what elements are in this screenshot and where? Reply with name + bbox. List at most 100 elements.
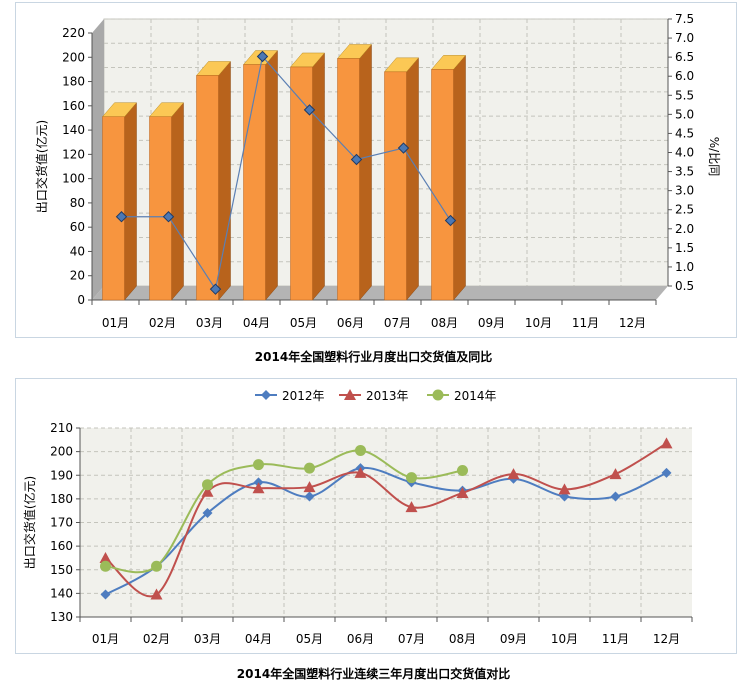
chart2-point-0 [610, 491, 621, 502]
chart1-x-tick-label: 09月 [478, 316, 505, 330]
chart1-bar [290, 66, 313, 301]
chart1-x-tick-label: 11月 [572, 316, 599, 330]
chart2-legend-label: 2012年 [282, 389, 325, 403]
chart1-y-tick-label: 60 [70, 220, 85, 234]
chart1-bar [149, 116, 172, 301]
chart2-x-tick-label: 12月 [653, 632, 680, 646]
chart2-y-tick-label: 160 [50, 539, 73, 553]
chart2-point-2 [100, 560, 111, 572]
chart1-yoy-point [115, 211, 128, 223]
chart2-x-tick-label: 07月 [398, 632, 425, 646]
chart1-yoy-point [397, 142, 410, 154]
chart2-y-tick-label: 200 [50, 445, 73, 459]
chart1-bar [384, 71, 407, 301]
chart1-yoy-point [162, 211, 175, 223]
chart1-y2-tick-label: 5.0 [675, 107, 694, 121]
chart2-point-2 [355, 444, 366, 456]
chart2-point-1 [303, 481, 316, 493]
chart2-point-0 [661, 467, 672, 478]
chart2-point-0 [100, 589, 111, 600]
chart1-x-tick-label: 06月 [337, 316, 364, 330]
chart2-x-tick-label: 04月 [245, 632, 272, 646]
chart2-title: 2014年全国塑料行业连续三年月度出口交货值对比 [236, 667, 511, 681]
chart2-point-1 [507, 468, 520, 480]
chart2-x-tick-label: 06月 [347, 632, 374, 646]
chart2-series-line-2 [105, 449, 463, 574]
chart1-y-tick-label: 180 [62, 75, 85, 89]
chart1-y2-axis-title: %/比同 [707, 137, 721, 176]
chart2-point-1 [354, 466, 367, 478]
chart2-point-0 [202, 508, 213, 519]
chart1-x-tick-label: 01月 [102, 316, 129, 330]
chart2-point-1 [150, 588, 163, 600]
chart1-yoy-point [256, 50, 269, 63]
chart2-x-tick-label: 11月 [602, 632, 629, 646]
chart1-y2-tick-label: 1.0 [675, 260, 694, 274]
chart1-bar [337, 58, 360, 301]
chart1-yoy-point [303, 104, 316, 116]
chart1-y2-tick-label: 7.0 [675, 31, 694, 45]
chart2-point-1 [456, 486, 469, 498]
chart1-y2-tick-label: 2.5 [675, 203, 694, 217]
chart2-point-1 [405, 501, 418, 513]
chart2-y-tick-label: 180 [50, 492, 73, 506]
chart1-bar [102, 116, 125, 301]
chart1-x-tick-label: 07月 [384, 316, 411, 330]
chart1-x-tick-label: 04月 [243, 316, 270, 330]
chart2-y-tick-label: 190 [50, 468, 73, 482]
chart2-y-tick-label: 130 [50, 610, 73, 624]
chart1-x-tick-label: 05月 [290, 316, 317, 330]
chart1-yoy-point [209, 283, 222, 295]
chart2-point-1 [558, 483, 571, 495]
chart2-point-1 [609, 468, 622, 480]
chart1-y-tick-label: 0 [77, 293, 85, 307]
chart2-point-legend-0 [261, 390, 271, 400]
chart2-y-tick-label: 150 [50, 563, 73, 577]
chart2-y-tick-label: 210 [50, 421, 73, 435]
chart1-y-tick-label: 140 [62, 123, 85, 137]
chart1-y-tick-label: 200 [62, 50, 85, 64]
chart1-floor [92, 286, 668, 300]
chart2-y-tick-label: 140 [50, 586, 73, 600]
chart1-y2-tick-label: 5.5 [675, 88, 694, 102]
chart1-x-tick-label: 02月 [149, 316, 176, 330]
chart2-x-tick-label: 10月 [551, 632, 578, 646]
chart1-yoy-line [121, 55, 452, 291]
chart2-legend-label: 2014年 [454, 389, 497, 403]
chart2-point-1 [201, 485, 214, 497]
chart1-bar [431, 69, 454, 301]
chart2-x-tick-label: 05月 [296, 632, 323, 646]
chart1-y2-tick-label: 3.5 [675, 165, 694, 179]
chart1-y-tick-label: 80 [70, 196, 85, 210]
chart1-y2-tick-label: 6.5 [675, 50, 694, 64]
chart1-y-tick-label: 20 [70, 269, 85, 283]
chart2-point-0 [304, 491, 315, 502]
chart1-y2-tick-label: 4.5 [675, 126, 694, 140]
chart1-yoy-point [350, 153, 363, 166]
monthly-export-bar-chart: 0 20 40 60 80 100 120 140 160 180 200 220 0.5 1.0 1.5 2… [34, 12, 721, 330]
chart1-y-axis-title: 出口交货值(亿元) [34, 120, 49, 213]
chart1-y-tick-label: 100 [62, 172, 85, 186]
chart2-point-2 [202, 479, 213, 491]
chart2-point-1 [252, 482, 265, 494]
chart1-y2-tick-label: 3.0 [675, 184, 694, 198]
chart1-y2-tick-label: 4.0 [675, 146, 694, 160]
chart2-point-legend-2 [432, 389, 444, 401]
chart1-y2-tick-label: 2.0 [675, 222, 694, 236]
chart1-x-tick-label: 12月 [619, 316, 646, 330]
chart2-point-2 [457, 465, 468, 477]
chart2-point-2 [253, 459, 264, 471]
chart2-point-1 [660, 437, 673, 449]
chart2-y-tick-label: 170 [50, 516, 73, 530]
chart2-legend-label: 2013年 [366, 389, 409, 403]
chart1-x-tick-label: 10月 [525, 316, 552, 330]
chart1-yoy-point [444, 214, 457, 227]
chart1-bar [196, 75, 219, 301]
chart1-y2-tick-label: 6.0 [675, 69, 694, 83]
chart1-y2-tick-label: 1.5 [675, 241, 694, 255]
chart2-x-tick-label: 01月 [92, 632, 119, 646]
chart1-title: 2014年全国塑料行业月度出口交货值及同比 [254, 350, 493, 364]
chart2-y-axis-title: 出口交货值(亿元) [22, 476, 37, 569]
chart1-y2-tick-label: 7.5 [675, 12, 694, 26]
